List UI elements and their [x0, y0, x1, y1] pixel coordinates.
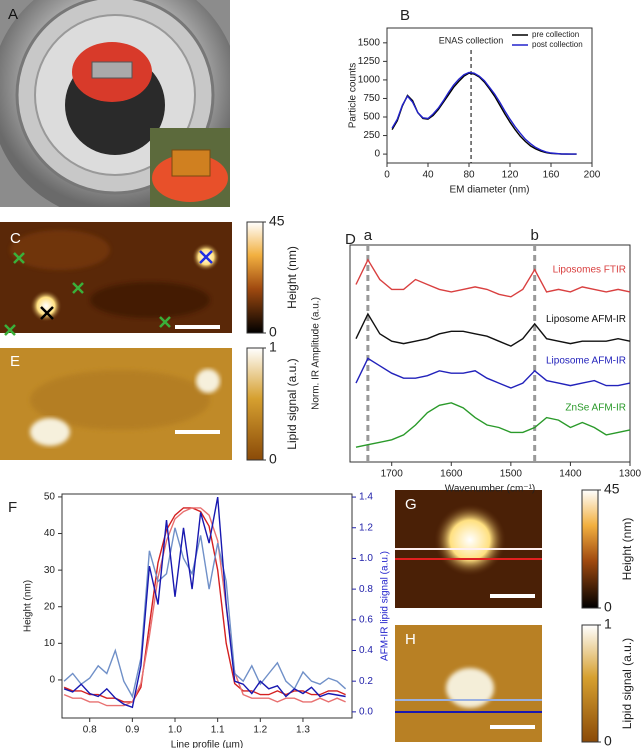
x-tick-label: 40 — [422, 170, 434, 181]
y2-tick-label: 1.4 — [359, 492, 373, 503]
x-tick-label: 0 — [384, 170, 390, 181]
series-line — [355, 258, 631, 298]
panel-label: E — [10, 353, 20, 370]
x-axis-label: Wavenumber (cm⁻¹) — [445, 484, 535, 495]
colorbar-label: Lipid signal (a.u.) — [285, 358, 299, 449]
colorbar-tick-label: 0 — [604, 733, 612, 748]
y-tick-label: 750 — [363, 93, 380, 104]
x-tick-label: 1700 — [381, 469, 404, 480]
annotation-text: ENAS collection — [439, 35, 504, 45]
colorbar — [246, 347, 264, 461]
y2-tick-label: 1.0 — [359, 553, 373, 564]
colorbar — [246, 221, 264, 334]
lipid-zoom-image — [395, 625, 542, 742]
x-tick-label: 120 — [502, 170, 519, 181]
lipid-image — [0, 348, 232, 460]
colorbar — [581, 624, 599, 743]
colorbar-tick-label: 1 — [604, 616, 612, 632]
colorbar-label: Height (nm) — [285, 246, 299, 309]
series-line — [63, 507, 346, 707]
series-line — [63, 527, 347, 699]
y-tick-label: 10 — [44, 638, 56, 649]
x-tick-label: 1400 — [559, 469, 582, 480]
x-tick-label: 1.0 — [168, 725, 182, 736]
x-tick-label: 1.1 — [211, 725, 225, 736]
band-marker-label: b — [531, 227, 539, 244]
series-line — [391, 71, 577, 155]
panel-label: D — [345, 231, 356, 248]
y-tick-label: 0 — [49, 675, 55, 686]
y-tick-label: 20 — [44, 601, 56, 612]
series-label: Liposome AFM-IR — [546, 356, 626, 367]
y2-tick-label: 0.8 — [359, 584, 373, 595]
y-tick-label: 1250 — [358, 56, 381, 67]
x-axis-label: Line profile (µm) — [171, 740, 243, 748]
x-tick-label: 1.2 — [253, 725, 267, 736]
band-marker-label: a — [364, 227, 373, 244]
x-tick-label: 1300 — [619, 469, 642, 480]
legend-label: post collection — [532, 40, 583, 49]
x-tick-label: 1600 — [440, 469, 463, 480]
x-tick-label: 1.3 — [296, 725, 310, 736]
x-tick-label: 160 — [543, 170, 560, 181]
y-tick-label: 40 — [44, 528, 56, 539]
afm-height-image — [0, 222, 232, 336]
y-axis-label: Particle counts — [348, 63, 359, 129]
legend-label: pre collection — [532, 30, 579, 39]
series-line — [355, 357, 631, 389]
afm-zoom-height-image — [395, 490, 542, 608]
panel-label: A — [8, 6, 18, 23]
colorbar-tick-label: 0 — [269, 324, 277, 340]
series-label: Liposomes FTIR — [553, 264, 626, 275]
x-tick-label: 1500 — [500, 469, 523, 480]
y2-tick-label: 0.0 — [359, 707, 373, 718]
y-tick-label: 250 — [363, 130, 380, 141]
plot-frame — [349, 244, 631, 463]
colorbar-tick-label: 45 — [269, 213, 285, 229]
series-line — [355, 312, 631, 347]
panel-label: G — [405, 496, 417, 513]
x-tick-label: 0.9 — [125, 725, 139, 736]
panel-label: C — [10, 230, 21, 247]
plot-frame — [61, 493, 353, 719]
y-tick-label: 0 — [374, 149, 380, 160]
y-tick-label: 50 — [44, 492, 56, 503]
y2-tick-label: 0.4 — [359, 645, 373, 656]
panel-label: H — [405, 631, 416, 648]
y-tick-label: 500 — [363, 112, 380, 123]
x-axis-label: EM diameter (nm) — [449, 185, 529, 196]
photo — [0, 0, 230, 207]
y2-tick-label: 0.2 — [359, 676, 373, 687]
plot-frame — [386, 27, 593, 164]
y-axis-label: Norm. IR Amplitude (a.u.) — [311, 297, 322, 410]
colorbar-tick-label: 0 — [604, 599, 612, 615]
y2-axis-label: AFM-IR lipid signal (a.u.) — [380, 551, 391, 661]
colorbar-tick-label: 45 — [604, 481, 620, 497]
colorbar-label: Lipid signal (a.u.) — [620, 638, 634, 729]
series-label: ZnSe AFM-IR — [565, 403, 626, 414]
panel-label: F — [8, 499, 17, 516]
series-label: Liposome AFM-IR — [546, 314, 626, 325]
colorbar-label: Height (nm) — [620, 518, 634, 581]
y-tick-label: 1500 — [358, 37, 381, 48]
y2-tick-label: 0.6 — [359, 614, 373, 625]
y-axis-label: Height (nm) — [23, 580, 34, 632]
colorbar-tick-label: 0 — [269, 451, 277, 467]
x-tick-label: 0.8 — [83, 725, 97, 736]
y2-tick-label: 1.2 — [359, 522, 373, 533]
y-tick-label: 1000 — [358, 75, 381, 86]
colorbar — [581, 489, 599, 609]
series-line — [63, 496, 346, 709]
series-line — [355, 402, 631, 448]
colorbar-tick-label: 1 — [269, 339, 277, 355]
x-tick-label: 200 — [584, 170, 601, 181]
x-tick-label: 80 — [463, 170, 475, 181]
y-tick-label: 30 — [44, 565, 56, 576]
panel-label: B — [400, 7, 410, 24]
